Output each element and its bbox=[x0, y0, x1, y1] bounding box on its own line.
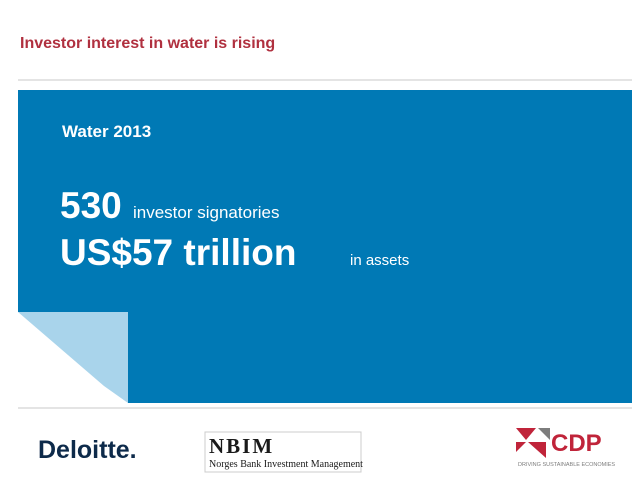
stat-text: investor signatories bbox=[133, 203, 279, 222]
page-curl bbox=[18, 312, 128, 403]
cdp-logo: CDP bbox=[551, 430, 602, 457]
stat-number: 530 bbox=[60, 185, 122, 226]
deloitte-logo: Deloitte. bbox=[38, 436, 137, 464]
cdp-icon bbox=[516, 428, 550, 458]
stat-text: in assets bbox=[350, 252, 409, 269]
slide-title: Investor interest in water is rising bbox=[20, 35, 275, 52]
stat-number: US$57 trillion bbox=[60, 232, 296, 273]
nbim-logo: NBIM bbox=[209, 434, 274, 458]
nbim-full: Norges Bank Investment Management bbox=[209, 459, 363, 470]
nbim-box bbox=[204, 431, 362, 473]
panel-heading: Water 2013 bbox=[62, 122, 151, 141]
panel bbox=[18, 90, 632, 403]
cdp-tagline: DRIVING SUSTAINABLE ECONOMIES bbox=[518, 462, 615, 468]
